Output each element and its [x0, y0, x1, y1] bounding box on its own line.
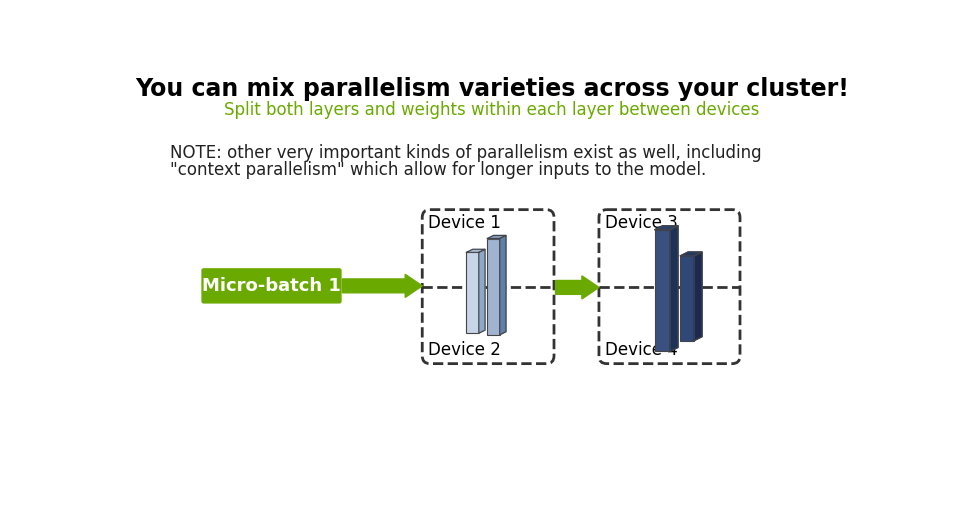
- FancyArrow shape: [343, 274, 422, 298]
- Text: Split both layers and weights within each layer between devices: Split both layers and weights within eac…: [225, 100, 759, 118]
- Polygon shape: [488, 235, 506, 238]
- Text: Device 2: Device 2: [428, 341, 501, 359]
- Polygon shape: [467, 249, 485, 252]
- Polygon shape: [655, 226, 678, 230]
- Text: NOTE: other very important kinds of parallelism exist as well, including: NOTE: other very important kinds of para…: [170, 144, 762, 162]
- Text: "context parallelism" which allow for longer inputs to the model.: "context parallelism" which allow for lo…: [170, 161, 707, 179]
- Polygon shape: [500, 235, 506, 335]
- Bar: [681, 256, 694, 340]
- Polygon shape: [479, 249, 485, 333]
- Bar: [467, 252, 479, 333]
- Text: You can mix parallelism varieties across your cluster!: You can mix parallelism varieties across…: [135, 77, 849, 101]
- Polygon shape: [681, 252, 702, 256]
- Text: Device 3: Device 3: [605, 214, 678, 232]
- Text: Device 4: Device 4: [605, 341, 678, 359]
- FancyBboxPatch shape: [202, 268, 342, 303]
- Text: Device 1: Device 1: [428, 214, 501, 232]
- Polygon shape: [694, 252, 702, 340]
- Bar: [488, 238, 500, 335]
- Text: Micro-batch 1: Micro-batch 1: [202, 277, 341, 295]
- Polygon shape: [670, 226, 678, 351]
- FancyArrow shape: [556, 276, 599, 299]
- Bar: [655, 230, 670, 351]
